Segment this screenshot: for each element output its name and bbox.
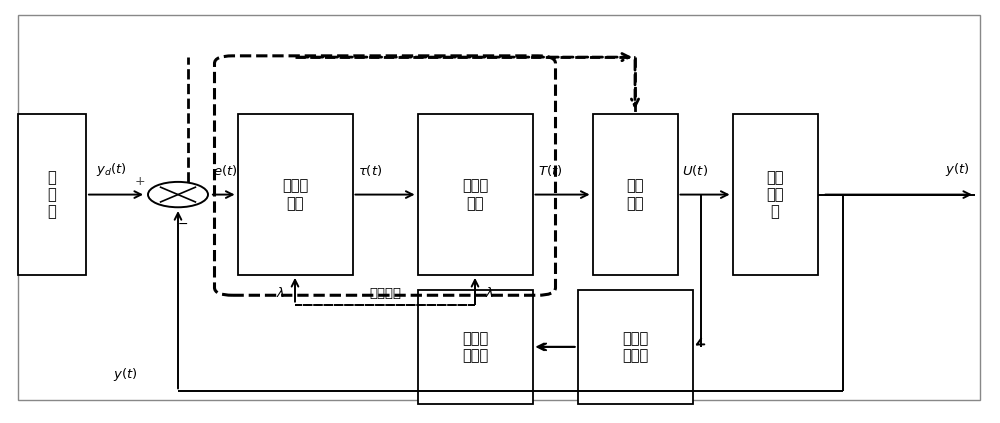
Bar [18, 114, 86, 275]
Bar [418, 290, 532, 404]
Text: 容错控制: 容错控制 [369, 287, 401, 300]
Circle shape [148, 182, 208, 207]
Text: 故障程
度系数: 故障程 度系数 [462, 331, 488, 363]
Text: $U(t)$: $U(t)$ [682, 163, 709, 178]
Text: $e(t)$: $e(t)$ [213, 163, 238, 178]
Text: 故障诊
断模块: 故障诊 断模块 [622, 331, 648, 363]
Text: 规
划
器: 规 划 器 [48, 170, 56, 220]
Text: $\lambda$: $\lambda$ [485, 286, 494, 300]
Text: 水下
机器
人: 水下 机器 人 [766, 170, 784, 220]
Text: $y_d(t)$: $y_d(t)$ [96, 161, 127, 178]
Text: −: − [178, 218, 188, 231]
Bar [238, 114, 352, 275]
Bar [578, 290, 692, 404]
Text: $y(t)$: $y(t)$ [113, 366, 138, 383]
Text: $\tau(t)$: $\tau(t)$ [358, 163, 382, 178]
Text: +: + [135, 176, 145, 188]
Text: 推力
转换: 推力 转换 [626, 179, 644, 211]
Bar [732, 114, 818, 275]
Text: 滑模控
制器: 滑模控 制器 [282, 179, 308, 211]
Text: $y(t)$: $y(t)$ [945, 161, 970, 178]
Bar [592, 114, 678, 275]
Text: $\lambda$: $\lambda$ [276, 286, 285, 300]
Bar [418, 114, 532, 275]
Text: $T(t)$: $T(t)$ [538, 163, 562, 178]
Text: 推力分
配器: 推力分 配器 [462, 179, 488, 211]
